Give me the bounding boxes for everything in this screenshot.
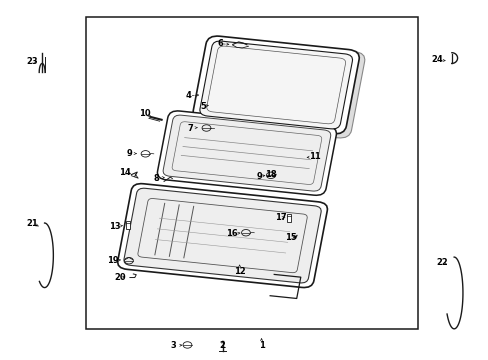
Text: 19: 19 bbox=[107, 256, 119, 265]
Text: 8: 8 bbox=[154, 174, 159, 183]
Text: 6: 6 bbox=[217, 39, 223, 48]
Text: 17: 17 bbox=[275, 213, 286, 222]
Text: 2: 2 bbox=[219, 341, 225, 350]
Text: 16: 16 bbox=[226, 229, 238, 238]
FancyBboxPatch shape bbox=[157, 111, 336, 195]
Text: 22: 22 bbox=[435, 258, 447, 267]
Text: 24: 24 bbox=[430, 55, 442, 64]
Bar bbox=[126, 221, 130, 229]
Text: 14: 14 bbox=[119, 168, 131, 177]
Text: 10: 10 bbox=[139, 109, 150, 118]
Text: 7: 7 bbox=[187, 123, 193, 132]
FancyBboxPatch shape bbox=[200, 41, 352, 129]
FancyBboxPatch shape bbox=[123, 188, 321, 283]
FancyBboxPatch shape bbox=[193, 36, 359, 134]
Text: 4: 4 bbox=[185, 91, 191, 100]
Text: 18: 18 bbox=[265, 170, 277, 179]
Text: 13: 13 bbox=[109, 222, 121, 231]
Text: 9: 9 bbox=[256, 172, 262, 181]
Text: 15: 15 bbox=[285, 233, 296, 242]
Text: 3: 3 bbox=[171, 341, 176, 350]
Text: 9: 9 bbox=[127, 149, 133, 158]
FancyBboxPatch shape bbox=[163, 115, 330, 191]
FancyBboxPatch shape bbox=[195, 38, 364, 138]
Text: 21: 21 bbox=[26, 219, 38, 228]
Text: 20: 20 bbox=[114, 273, 126, 282]
Text: 23: 23 bbox=[26, 57, 38, 66]
Text: 12: 12 bbox=[233, 267, 245, 276]
Bar bbox=[86, 17, 417, 329]
FancyBboxPatch shape bbox=[118, 184, 327, 288]
Text: 5: 5 bbox=[200, 102, 205, 111]
Bar bbox=[287, 215, 291, 222]
Text: 11: 11 bbox=[309, 152, 321, 161]
Text: 1: 1 bbox=[258, 341, 264, 350]
